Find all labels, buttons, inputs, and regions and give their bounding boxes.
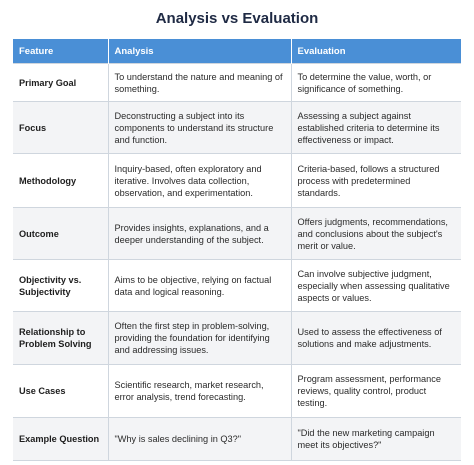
analysis-cell: Aims to be objective, relying on factual… (107, 259, 291, 312)
evaluation-cell: Used to assess the effectiveness of solu… (290, 311, 461, 365)
evaluation-cell: Offers judgments, recommendations, and c… (290, 207, 461, 260)
table-row: Use Cases Scientific research, market re… (13, 364, 461, 418)
analysis-cell: Inquiry-based, often exploratory and ite… (107, 153, 291, 208)
header-analysis: Analysis (107, 39, 292, 64)
evaluation-cell: Criteria-based, follows a structured pro… (290, 153, 461, 208)
evaluation-cell: "Did the new marketing campaign meet its… (290, 417, 461, 461)
analysis-cell: "Why is sales declining in Q3?" (107, 417, 291, 461)
feature-cell: Outcome (13, 207, 108, 260)
evaluation-cell: Program assessment, performance reviews,… (290, 364, 461, 418)
feature-cell: Primary Goal (13, 63, 108, 102)
evaluation-cell: Can involve subjective judgment, especia… (290, 259, 461, 312)
feature-cell: Relationship to Problem Solving (13, 311, 108, 365)
table-row: Focus Deconstructing a subject into its … (13, 101, 461, 154)
table-row: Objectivity vs. Subjectivity Aims to be … (13, 259, 461, 312)
header-evaluation: Evaluation (290, 39, 461, 64)
analysis-cell: Scientific research, market research, er… (107, 364, 291, 418)
analysis-cell: Provides insights, explanations, and a d… (107, 207, 291, 260)
header-feature: Feature (13, 39, 109, 64)
feature-cell: Objectivity vs. Subjectivity (13, 259, 108, 312)
table-header-row: Feature Analysis Evaluation (13, 39, 461, 64)
table-row: Outcome Provides insights, explanations,… (13, 207, 461, 260)
feature-cell: Use Cases (13, 364, 108, 418)
evaluation-cell: Assessing a subject against established … (290, 101, 461, 154)
table-row: Methodology Inquiry-based, often explora… (13, 153, 461, 208)
feature-cell: Methodology (13, 153, 108, 208)
analysis-cell: Often the first step in problem-solving,… (107, 311, 291, 365)
evaluation-cell: To determine the value, worth, or signif… (290, 63, 461, 102)
analysis-cell: Deconstructing a subject into its compon… (107, 101, 291, 154)
feature-cell: Example Question (13, 417, 108, 461)
page-title: Analysis vs Evaluation (155, 10, 319, 27)
comparison-table: Feature Analysis Evaluation Primary Goal… (13, 39, 461, 461)
table-row: Primary Goal To understand the nature an… (13, 63, 461, 102)
table-row: Relationship to Problem Solving Often th… (13, 311, 461, 365)
table-row: Example Question "Why is sales declining… (13, 417, 461, 461)
feature-cell: Focus (13, 101, 108, 154)
analysis-cell: To understand the nature and meaning of … (107, 63, 291, 102)
